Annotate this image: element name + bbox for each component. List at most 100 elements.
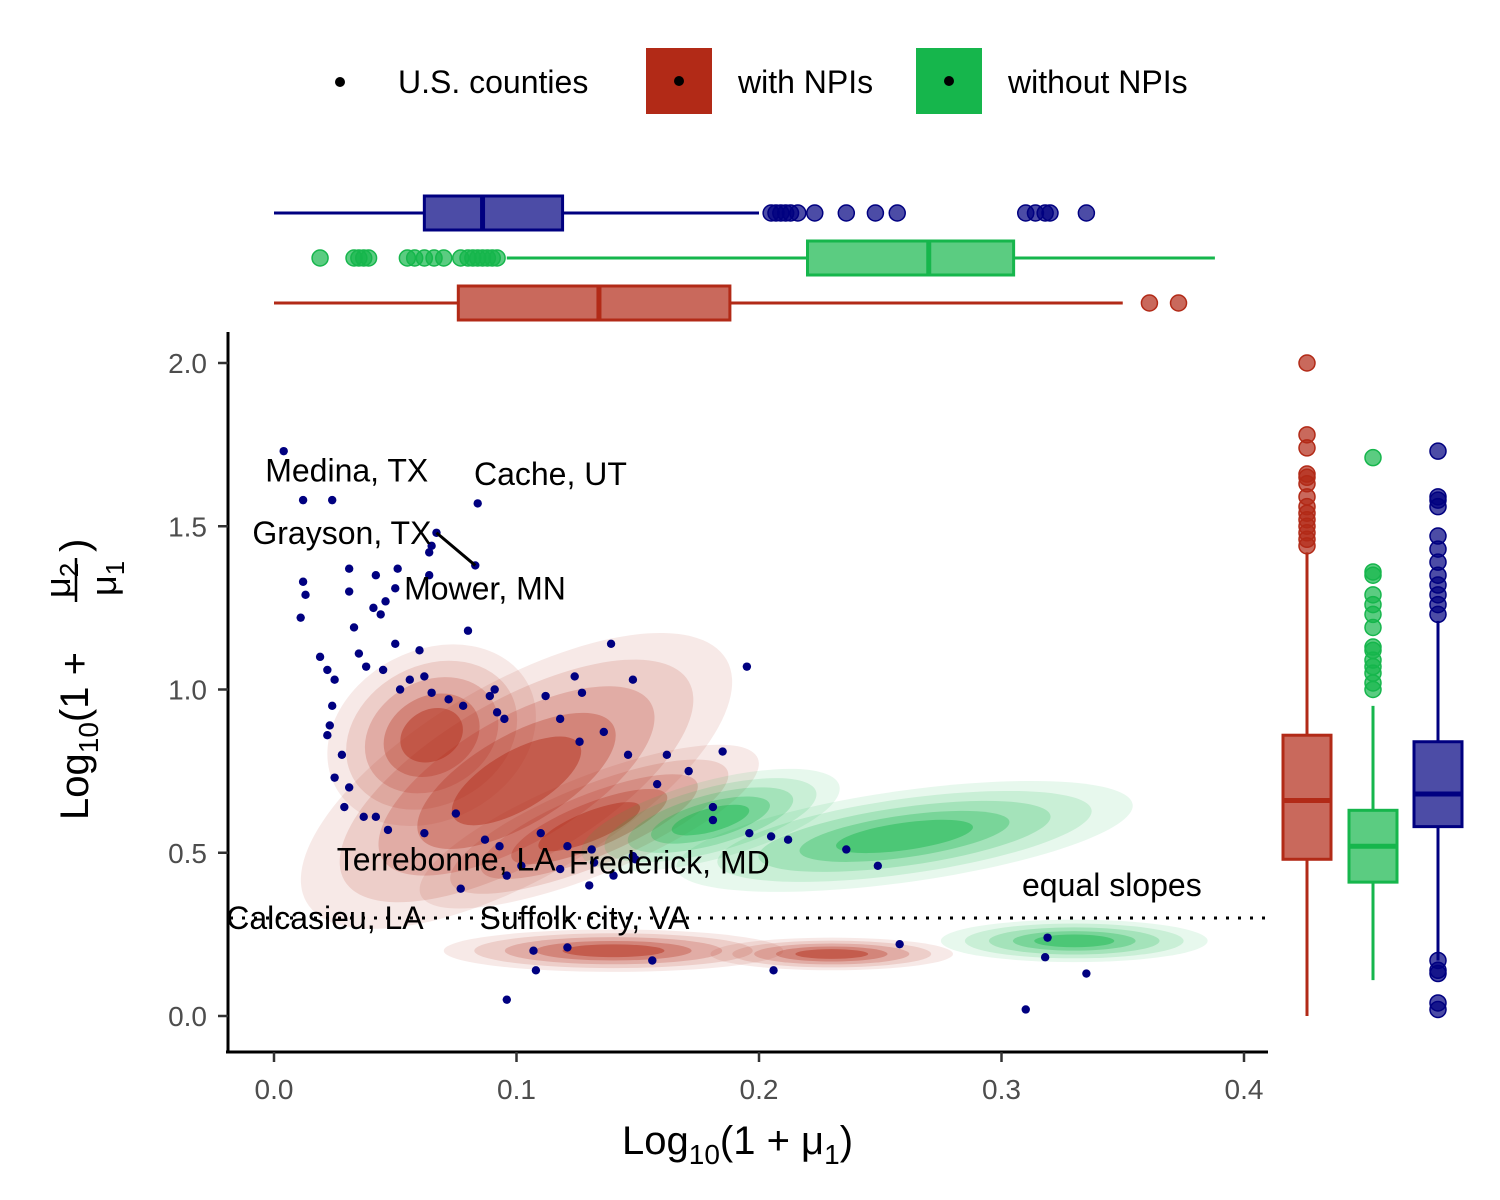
data-point	[323, 665, 332, 675]
data-point	[842, 845, 851, 854]
data-point	[502, 995, 511, 1004]
data-point	[354, 649, 364, 658]
data-point	[652, 779, 662, 789]
data-point	[344, 587, 354, 596]
data-point	[589, 858, 599, 867]
y-tick-label: 1.5	[168, 511, 207, 542]
data-point	[415, 646, 424, 655]
box	[806, 239, 1016, 277]
data-point	[330, 675, 339, 684]
legend-label-with-npis: with NPIs	[737, 64, 873, 100]
outlier-point	[1077, 204, 1096, 222]
outlier-point	[359, 249, 378, 267]
data-point	[425, 571, 434, 580]
density-contour	[754, 943, 910, 965]
data-point	[648, 956, 657, 965]
data-point	[420, 828, 429, 838]
annotation-label: Frederick, MD	[569, 845, 770, 881]
annotation-label: Medina, TX	[265, 453, 428, 489]
density-contour	[795, 949, 869, 959]
data-point	[895, 939, 904, 949]
data-point	[495, 842, 504, 851]
data-point	[405, 675, 414, 684]
data-point	[745, 828, 754, 838]
outlier-point	[1429, 951, 1447, 970]
data-point	[708, 815, 718, 825]
annotations: Medina, TX Cache, UT Grayson, TX Mower, MN T…	[226, 453, 770, 936]
data-point	[718, 747, 727, 756]
y-ticks: 0.0 0.5 1.0 1.5 2.0	[168, 348, 228, 1032]
data-point	[585, 881, 594, 890]
x-tick-label: 0.0	[255, 1074, 294, 1105]
density-contour	[480, 774, 698, 880]
density-contour	[443, 929, 784, 972]
data-point	[485, 691, 495, 701]
density-contour	[562, 944, 665, 958]
data-point	[473, 499, 482, 508]
legend-key-counties	[335, 77, 345, 87]
x-ticks: 0.0 0.1 0.2 0.3 0.4	[255, 1052, 1263, 1105]
data-point	[391, 584, 400, 593]
data-point	[330, 773, 339, 782]
data-point	[451, 809, 461, 818]
data-point	[575, 737, 584, 746]
data-point	[490, 685, 499, 694]
equal-slopes-label: equal slopes	[1022, 867, 1202, 903]
density-contour	[1034, 934, 1115, 948]
data-point	[783, 835, 793, 844]
data-point	[383, 825, 393, 835]
data-point	[371, 812, 381, 822]
data-point	[555, 864, 565, 874]
y-axis-title: Log10(1 + μ2 μ1 )	[37, 539, 130, 820]
annotation-label: Grayson, TX	[252, 515, 431, 551]
annotation-label: Cache, UT	[474, 456, 627, 492]
density-contour	[450, 759, 729, 894]
density-contour	[775, 946, 888, 962]
data-point	[517, 861, 526, 871]
data-point	[315, 652, 325, 662]
density-layer	[300, 632, 1208, 972]
y-tick-label: 0.5	[168, 838, 207, 869]
annotation-label: Calcasieu, LA	[226, 900, 424, 936]
density-contour	[327, 644, 536, 826]
density-contour	[964, 923, 1184, 959]
outlier-point	[1298, 465, 1316, 483]
outlier-point	[1429, 488, 1447, 506]
data-point	[301, 590, 310, 600]
density-contour	[836, 819, 973, 854]
box	[422, 194, 565, 232]
data-point	[328, 495, 337, 505]
data-point	[1021, 1005, 1030, 1014]
density-contour	[732, 940, 932, 968]
outlier-point	[435, 249, 453, 267]
density-contour	[419, 744, 759, 909]
outlier-point	[1429, 527, 1447, 545]
data-point	[766, 832, 776, 841]
data-point	[427, 541, 436, 551]
outlier-point	[1429, 994, 1447, 1012]
density-contour	[451, 736, 582, 826]
outlier-point	[311, 249, 329, 267]
legend-label-counties: U.S. counties	[398, 64, 588, 100]
data-point	[340, 802, 349, 812]
data-point	[349, 623, 359, 632]
density-contour	[535, 940, 692, 961]
data-point	[344, 783, 354, 792]
x-tick-label: 0.2	[740, 1074, 779, 1105]
density-contour	[940, 919, 1208, 963]
outlier-point	[1364, 563, 1382, 581]
grayson-leader-line	[435, 531, 477, 567]
data-point	[369, 603, 378, 613]
outlier-point	[1298, 426, 1316, 444]
legend-key-with-npis-dot	[674, 76, 684, 86]
legend: U.S. counties with NPIs without NPIs	[335, 48, 1188, 114]
density-with-npis	[300, 632, 953, 972]
data-point	[378, 665, 388, 675]
data-point	[361, 662, 371, 671]
outlier-point	[1041, 204, 1059, 222]
data-point	[395, 685, 405, 694]
data-point	[1040, 953, 1050, 962]
annotation-label: Suffolk city, VA	[479, 900, 690, 936]
data-point	[371, 571, 381, 580]
